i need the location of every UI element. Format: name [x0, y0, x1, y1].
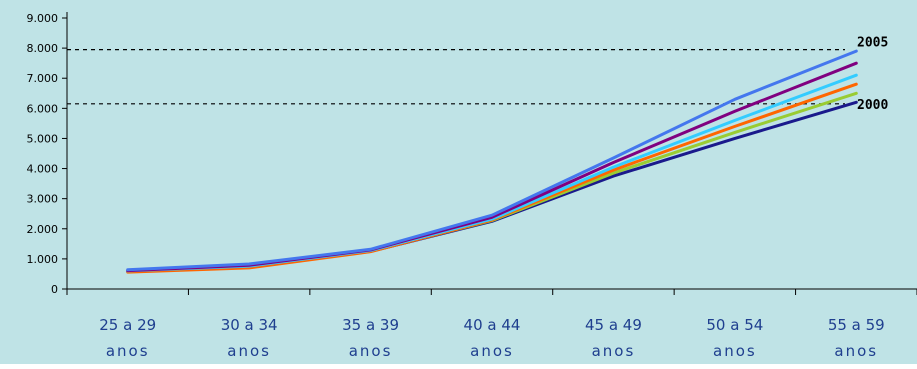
x-tick-label-line: anos: [106, 342, 150, 360]
reference-line-label: 2005: [857, 36, 888, 51]
x-tick-label-line: 25 a 29: [99, 316, 156, 334]
x-tick-label-line: anos: [227, 342, 271, 360]
x-tick-label: 30 a 34 anos: [221, 316, 278, 360]
x-tick-label: 35 a 39 anos: [342, 316, 399, 360]
y-tick-label: 6.000: [27, 102, 59, 115]
x-tick-label-line: anos: [349, 342, 393, 360]
x-tick-label: 55 a 59 anos: [828, 316, 885, 360]
x-tick-label: 40 a 44 anos: [464, 316, 521, 360]
y-tick-label: 3.000: [27, 193, 59, 206]
x-tick-label: 45 a 49 anos: [585, 316, 642, 360]
x-tick-label-line: 55 a 59: [828, 316, 885, 334]
y-tick-label: 4.000: [27, 163, 59, 176]
x-tick-label-line: 35 a 39: [342, 316, 399, 334]
axes: [62, 12, 917, 295]
y-tick-label: 7.000: [27, 72, 59, 85]
x-tick-label-line: anos: [470, 342, 514, 360]
x-tick-label-line: 30 a 34: [221, 316, 278, 334]
tick-labels: 0 1.000 2.000 3.000 4.000 5.000 6.000 7.000 8.00…: [27, 12, 889, 360]
y-tick-label: 8.000: [27, 42, 59, 55]
x-tick-label: 25 a 29 anos: [99, 316, 156, 360]
y-tick-label: 1.000: [27, 253, 59, 266]
x-tick-label-line: anos: [592, 342, 636, 360]
x-tick-label-line: anos: [834, 342, 878, 360]
x-tick-label-line: 45 a 49: [585, 316, 642, 334]
series-lines: [126, 49, 858, 274]
x-tick-label-line: anos: [713, 342, 757, 360]
x-tick-label-line: 40 a 44: [464, 316, 521, 334]
y-tick-label: 2.000: [27, 223, 59, 236]
series-line: [126, 49, 858, 272]
y-tick-label: 0: [51, 283, 58, 296]
reference-lines: [67, 49, 845, 105]
x-tick-label: 50 a 54 anos: [706, 316, 763, 360]
x-tick-label-line: 50 a 54: [706, 316, 763, 334]
y-tick-label: 5.000: [27, 132, 59, 145]
reference-line-label: 2000: [857, 98, 888, 113]
y-tick-label: 9.000: [27, 12, 59, 25]
